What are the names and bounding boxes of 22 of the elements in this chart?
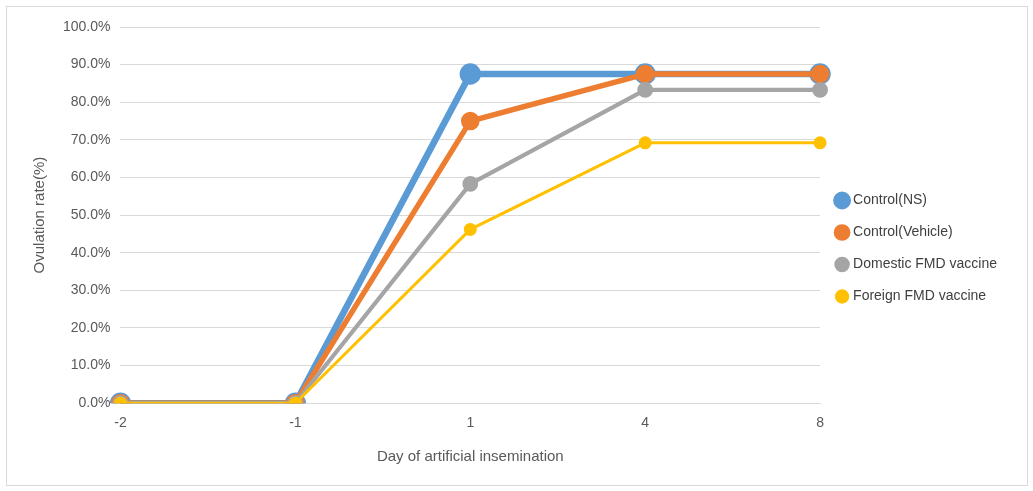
y-tick-label: 50.0% bbox=[70, 205, 111, 222]
y-tick-label: 0.0% bbox=[78, 394, 111, 411]
y-tick-label: 70.0% bbox=[70, 130, 111, 147]
x-axis-title: Day of artificial insemination bbox=[376, 447, 564, 465]
x-tick-label: 1 bbox=[466, 414, 475, 431]
legend-label: Foreign FMD vaccine bbox=[853, 287, 987, 304]
legend-label: Domestic FMD vaccine bbox=[853, 255, 998, 272]
x-tick-label: -2 bbox=[114, 414, 127, 431]
legend-label: Control(NS) bbox=[853, 191, 927, 208]
y-tick-label: 90.0% bbox=[70, 55, 111, 72]
y-tick-label: 20.0% bbox=[70, 318, 111, 335]
y-tick-label: 80.0% bbox=[70, 93, 111, 110]
y-tick-label: 40.0% bbox=[70, 243, 111, 260]
y-tick-label: 100.0% bbox=[63, 17, 111, 34]
x-tick-label: -1 bbox=[289, 414, 302, 431]
y-tick-label: 30.0% bbox=[70, 281, 111, 298]
x-tick-label: 8 bbox=[816, 414, 825, 431]
y-tick-label: 10.0% bbox=[70, 356, 111, 373]
legend-label: Control(Vehicle) bbox=[853, 223, 953, 240]
y-tick-label: 60.0% bbox=[70, 168, 111, 185]
x-tick-label: 4 bbox=[641, 414, 650, 431]
y-axis-title: Ovulation rate(%) bbox=[30, 156, 48, 274]
